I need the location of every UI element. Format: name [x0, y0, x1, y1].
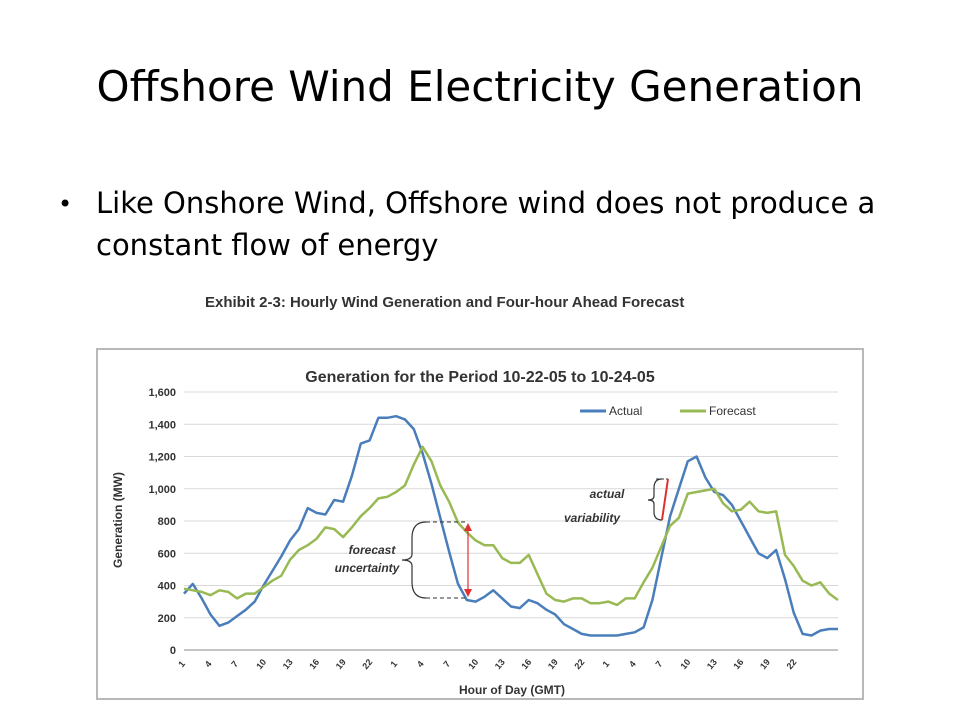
- slide-title: Offshore Wind Electricity Generation: [96, 62, 864, 111]
- series-line-forecast: [183, 445, 839, 607]
- x-tick-label: 10: [254, 657, 268, 671]
- y-tick-label: 1,200: [148, 452, 176, 464]
- x-tick-label: 4: [203, 659, 214, 669]
- uncertainty-arrow-head-top: [464, 523, 472, 531]
- x-tick-label: 22: [784, 657, 798, 671]
- legend-label-actual: Actual: [609, 404, 642, 418]
- uncertainty-arrow-head-bottom: [464, 589, 472, 597]
- x-tick-label: 13: [493, 657, 507, 671]
- y-tick-label: 400: [158, 581, 176, 593]
- x-tick-label: 7: [229, 659, 240, 669]
- x-tick-label: 4: [627, 659, 638, 669]
- x-tick-label: 19: [334, 657, 348, 671]
- x-tick-label: 19: [546, 657, 560, 671]
- x-tick-label: 1: [600, 659, 611, 669]
- x-axis-title: Hour of Day (GMT): [459, 683, 565, 697]
- y-tick-label: 1,400: [148, 419, 176, 431]
- x-tick-labels: 1 4 7 10 13 16 19 22 1 4 7 10 13 16 19 22 1 4 7 10 13 16 19 22: [176, 657, 798, 671]
- x-tick-label: 10: [466, 657, 480, 671]
- y-tick-label: 200: [158, 613, 176, 625]
- y-tick-label: 1,600: [148, 387, 176, 399]
- actual-variability-label-line1: actual: [590, 487, 625, 501]
- uncertainty-brace: [401, 521, 427, 599]
- x-tick-label: 1: [388, 659, 399, 669]
- bullet-dot-icon: •: [58, 190, 73, 218]
- x-tick-label: 16: [731, 657, 745, 671]
- forecast-uncertainty-annotation: forecast uncertainty: [335, 521, 472, 599]
- y-tick-label: 0: [170, 645, 176, 657]
- chart-frame: [96, 348, 864, 700]
- y-axis-title: Generation (MW): [111, 472, 125, 568]
- variability-red-mark: [661, 478, 669, 521]
- x-tick-label: 16: [519, 657, 533, 671]
- x-tick-label: 10: [678, 657, 692, 671]
- series-lines: [183, 414, 839, 637]
- x-tick-label: 19: [758, 657, 772, 671]
- x-tick-label: 22: [360, 657, 374, 671]
- x-tick-label: 22: [572, 657, 586, 671]
- actual-variability-annotation: actual variability: [564, 478, 669, 525]
- chart-title: Generation for the Period 10-22-05 to 10…: [305, 369, 655, 386]
- x-tick-label: 13: [705, 657, 719, 671]
- legend-label-forecast: Forecast: [709, 404, 756, 418]
- chart: Generation for the Period 10-22-05 to 10…: [111, 369, 839, 697]
- bullet-text: Like Onshore Wind, Offshore wind does no…: [96, 186, 876, 262]
- forecast-uncertainty-label-line1: forecast: [349, 543, 397, 557]
- x-tick-label: 7: [654, 659, 665, 669]
- x-tick-label: 4: [415, 659, 426, 669]
- legend: Actual Forecast: [580, 404, 756, 418]
- x-tick-label: 16: [307, 657, 321, 671]
- series-line-actual: [183, 414, 838, 637]
- actual-variability-label-line2: variability: [564, 511, 621, 525]
- y-tick-label: 600: [158, 548, 176, 560]
- y-tick-labels: 0 200 400 600 800 1,000 1,200 1,400 1,600: [148, 387, 176, 657]
- grid-lines: [184, 391, 838, 651]
- variability-brace: [647, 478, 663, 521]
- exhibit-caption: Exhibit 2-3: Hourly Wind Generation and …: [205, 294, 685, 311]
- y-tick-label: 1,000: [148, 484, 176, 496]
- x-tick-label: 1: [176, 659, 187, 669]
- x-tick-label: 7: [441, 659, 452, 669]
- forecast-uncertainty-label-line2: uncertainty: [335, 561, 401, 575]
- x-tick-label: 13: [281, 657, 295, 671]
- y-tick-label: 800: [158, 516, 176, 528]
